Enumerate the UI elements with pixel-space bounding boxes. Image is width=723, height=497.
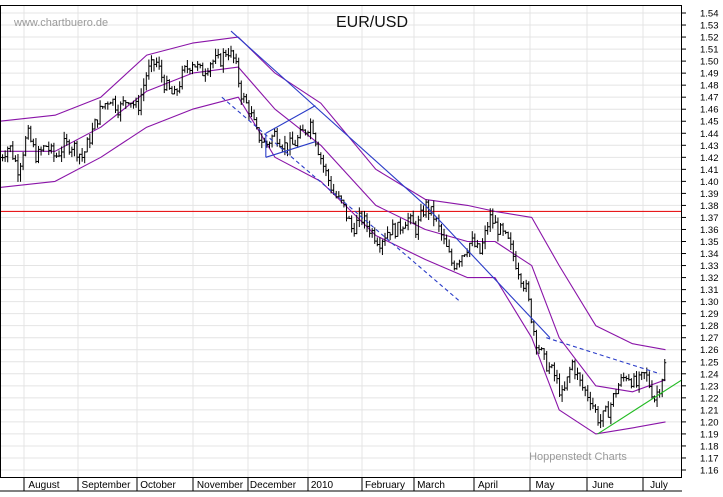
y-tick-label: 1.45 — [700, 117, 719, 128]
trendline-june-resistance — [546, 337, 661, 375]
x-tick-label: June — [592, 480, 614, 491]
y-tick-label: 1.35 — [700, 237, 719, 248]
y-tick-label: 1.17 — [700, 453, 719, 464]
trendline-downtrend-upper-2 — [424, 205, 551, 339]
y-tick-label: 1.32 — [700, 273, 719, 284]
trendline-flag-bottom — [265, 141, 316, 158]
watermark-bottom: Hoppenstedt Charts — [529, 451, 627, 463]
x-tick-label: December — [250, 480, 297, 491]
y-tick-label: 1.31 — [700, 285, 719, 296]
y-tick-label: 1.34 — [700, 249, 719, 260]
y-tick-label: 1.51 — [700, 45, 719, 56]
y-tick-label: 1.47 — [700, 93, 719, 104]
y-tick-label: 1.21 — [700, 405, 719, 416]
axis-layer: 1.16 1.171.181.191.201.211.221.231.241.25… — [0, 5, 719, 492]
y-tick-label: 1.53 — [700, 21, 719, 32]
y-tick-label: 1.52 — [700, 33, 719, 44]
y-tick-label: 1.29 — [700, 309, 719, 320]
watermark-top: www.chartbuero.de — [13, 17, 108, 29]
y-tick-label: 1.30 — [700, 297, 719, 308]
trendline-downtrend-upper — [230, 30, 426, 206]
y-tick-label: 1.25 — [700, 357, 719, 368]
x-tick-label: April — [478, 480, 498, 491]
x-tick-label: October — [140, 480, 176, 491]
x-tick-label: May — [536, 480, 555, 491]
bollinger-lower — [0, 96, 666, 435]
y-tick-label: 1.37 — [700, 213, 719, 224]
y-tick-label: 1.50 — [700, 57, 719, 68]
y-tick-label: 1.40 — [700, 177, 719, 188]
y-tick-label: 1.22 — [700, 393, 719, 404]
y-tick-label: 1.46 — [700, 105, 719, 116]
y-tick-label: 1.48 — [700, 81, 719, 92]
y-tick-label: 1.49 — [700, 69, 719, 80]
y-tick-label: 1.28 — [700, 321, 719, 332]
chart-title: EUR/USD — [336, 14, 408, 31]
y-tick-label: 1.41 — [700, 165, 719, 176]
x-tick-label: 2010 — [311, 480, 334, 491]
y-tick-label: 1.19 — [700, 429, 719, 440]
y-tick-label: 1.36 — [700, 225, 719, 236]
y-tick-label: 1.23 — [700, 381, 719, 392]
y-tick-label: 1.54 — [700, 9, 719, 20]
y-tick-label: 1.16 — [700, 466, 719, 477]
y-tick-label: 1.26 — [700, 345, 719, 356]
y-tick-label: 1.20 — [700, 417, 719, 428]
y-tick-label: 1.38 — [700, 201, 719, 212]
trendline-flag-top — [265, 105, 316, 134]
plot-frame — [0, 5, 682, 478]
y-tick-label: 1.27 — [700, 333, 719, 344]
price-layer — [0, 45, 667, 429]
y-tick-label: 1.43 — [700, 141, 719, 152]
x-tick-label: March — [417, 480, 445, 491]
x-tick-label: November — [197, 480, 244, 491]
y-tick-label: 1.33 — [700, 261, 719, 272]
y-tick-label: 1.42 — [700, 153, 719, 164]
y-tick-label: 1.44 — [700, 129, 719, 140]
x-tick-label: August — [28, 480, 59, 491]
y-tick-label: 1.18 — [700, 441, 719, 452]
trendline-june-support — [597, 379, 683, 435]
x-tick-label: July — [650, 480, 668, 491]
y-tick-label: 1.24 — [700, 369, 719, 380]
y-tick-label: 1.39 — [700, 189, 719, 200]
x-tick-label: September — [82, 480, 132, 491]
trendline-layer — [221, 30, 683, 435]
trendline-dashed-channel — [221, 96, 461, 303]
bollinger-upper — [0, 36, 666, 351]
x-tick-label: February — [365, 480, 405, 491]
